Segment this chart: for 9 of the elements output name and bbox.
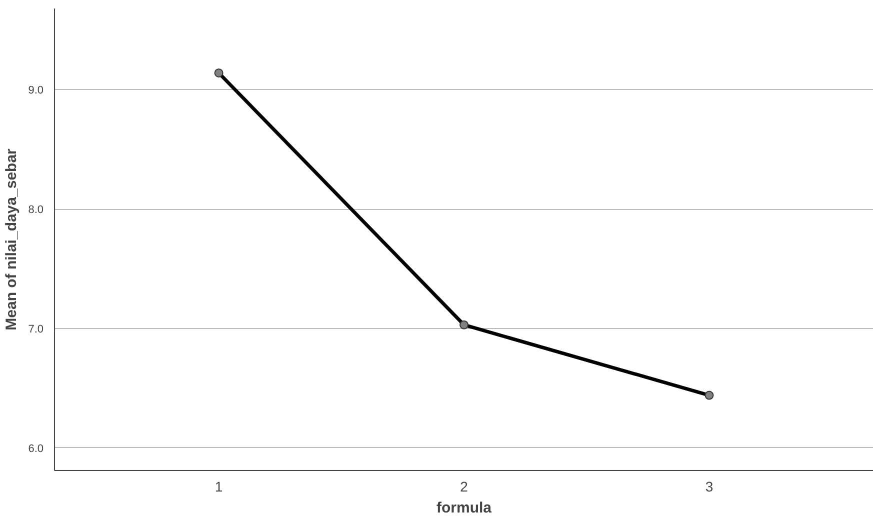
x-tick-label: 1 <box>214 478 223 494</box>
y-axis-title: Mean of nilai_daya_sebar <box>3 148 20 330</box>
y-tick-label: 7.0 <box>28 323 44 336</box>
x-axis-title: formula <box>436 500 492 516</box>
y-tick-label: 6.0 <box>28 442 44 455</box>
x-tick-label: 2 <box>460 478 468 494</box>
x-tick-label: 3 <box>705 478 714 494</box>
y-tick-label: 9.0 <box>28 84 44 97</box>
y-tick-label: 8.0 <box>28 204 44 216</box>
